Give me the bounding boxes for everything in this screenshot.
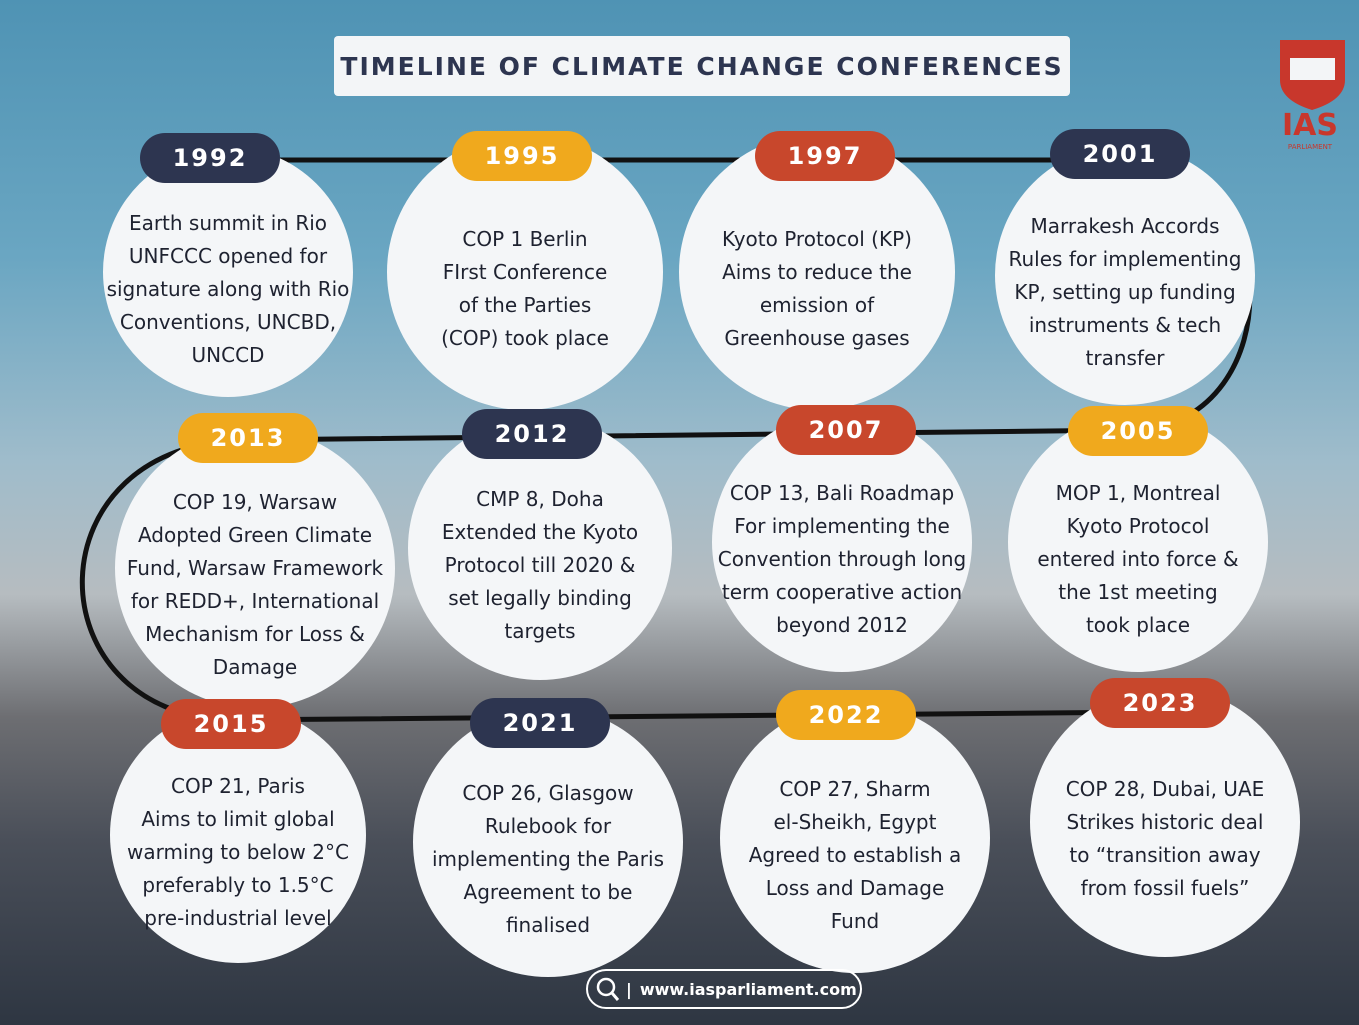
description-line: Loss and Damage bbox=[749, 872, 962, 905]
description-line: Extended the Kyoto bbox=[442, 516, 638, 549]
description-line: beyond 2012 bbox=[718, 609, 966, 642]
description-line: Protocol till 2020 & bbox=[442, 549, 638, 582]
description-line: (COP) took place bbox=[441, 322, 609, 355]
description-line: warming to below 2°C bbox=[127, 836, 349, 869]
separator: | bbox=[626, 980, 632, 999]
description-line: took place bbox=[1037, 609, 1238, 642]
footer-url: www.iasparliament.com bbox=[640, 980, 857, 999]
year-badge: 2021 bbox=[470, 698, 610, 748]
description-line: KP, setting up funding bbox=[1009, 276, 1242, 309]
year-badge: 2012 bbox=[462, 409, 602, 459]
description-line: Rules for implementing bbox=[1009, 243, 1242, 276]
description-line: COP 28, Dubai, UAE bbox=[1066, 773, 1265, 806]
year-badge: 2015 bbox=[161, 699, 301, 749]
description-line: Conventions, UNCBD, bbox=[107, 306, 350, 339]
description-line: COP 26, Glasgow bbox=[432, 777, 664, 810]
description-line: emission of bbox=[722, 289, 912, 322]
description-line: el-Sheikh, Egypt bbox=[749, 806, 962, 839]
year-badge: 2022 bbox=[776, 690, 916, 740]
description-line: Damage bbox=[127, 651, 383, 684]
description-line: MOP 1, Montreal bbox=[1037, 477, 1238, 510]
description-line: for REDD+, International bbox=[127, 585, 383, 618]
description-line: UNCCD bbox=[107, 339, 350, 372]
description-line: Convention through long bbox=[718, 543, 966, 576]
description-line: signature along with Rio bbox=[107, 273, 350, 306]
description-line: Fund bbox=[749, 905, 962, 938]
infographic: IAS PARLIAMENT TIMELINE OF CLIMATE CHANG… bbox=[0, 0, 1359, 1025]
logo-text: IAS bbox=[1274, 108, 1346, 143]
description-line: Kyoto Protocol bbox=[1037, 510, 1238, 543]
description-line: COP 19, Warsaw bbox=[127, 486, 383, 519]
description-line: Aims to reduce the bbox=[722, 256, 912, 289]
description-line: Strikes historic deal bbox=[1066, 806, 1265, 839]
search-icon bbox=[588, 974, 624, 1004]
description-line: the 1st meeting bbox=[1037, 576, 1238, 609]
logo-building bbox=[1290, 58, 1335, 80]
year-badge: 1992 bbox=[140, 133, 280, 183]
description-line: implementing the Paris bbox=[432, 843, 664, 876]
description-line: COP 13, Bali Roadmap bbox=[718, 477, 966, 510]
year-badge: 2023 bbox=[1090, 678, 1230, 728]
description-line: Agreement to be bbox=[432, 876, 664, 909]
description-line: Adopted Green Climate bbox=[127, 519, 383, 552]
description-line: UNFCCC opened for bbox=[107, 240, 350, 273]
description-line: Fund, Warsaw Framework bbox=[127, 552, 383, 585]
year-badge: 2013 bbox=[178, 413, 318, 463]
description-line: CMP 8, Doha bbox=[442, 483, 638, 516]
description-line: finalised bbox=[432, 909, 664, 942]
description-line: set legally binding bbox=[442, 582, 638, 615]
year-badge: 2005 bbox=[1068, 406, 1208, 456]
description-line: to “transition away bbox=[1066, 839, 1265, 872]
description-line: instruments & tech bbox=[1009, 309, 1242, 342]
description-line: FIrst Conference bbox=[441, 256, 609, 289]
footer: | www.iasparliament.com bbox=[586, 969, 862, 1009]
description-line: Earth summit in Rio bbox=[107, 207, 350, 240]
description-line: Aims to limit global bbox=[127, 803, 349, 836]
description-line: transfer bbox=[1009, 342, 1242, 375]
description-line: targets bbox=[442, 615, 638, 648]
description-line: COP 1 Berlin bbox=[441, 223, 609, 256]
description-line: pre-industrial level bbox=[127, 902, 349, 935]
description-line: Marrakesh Accords bbox=[1009, 210, 1242, 243]
description-line: COP 21, Paris bbox=[127, 770, 349, 803]
description-line: of the Parties bbox=[441, 289, 609, 322]
description-line: COP 27, Sharm bbox=[749, 773, 962, 806]
title: TIMELINE OF CLIMATE CHANGE CONFERENCES bbox=[334, 36, 1070, 96]
description-line: preferably to 1.5°C bbox=[127, 869, 349, 902]
description-line: from fossil fuels” bbox=[1066, 872, 1265, 905]
description-line: Greenhouse gases bbox=[722, 322, 912, 355]
description-line: entered into force & bbox=[1037, 543, 1238, 576]
year-badge: 1995 bbox=[452, 131, 592, 181]
description-line: Agreed to establish a bbox=[749, 839, 962, 872]
description-line: Mechanism for Loss & bbox=[127, 618, 383, 651]
year-badge: 2001 bbox=[1050, 129, 1190, 179]
logo-subtitle: PARLIAMENT bbox=[1274, 143, 1346, 151]
year-badge: 2007 bbox=[776, 405, 916, 455]
description-line: term cooperative action bbox=[718, 576, 966, 609]
description-line: Kyoto Protocol (KP) bbox=[722, 223, 912, 256]
description-line: Rulebook for bbox=[432, 810, 664, 843]
description-line: For implementing the bbox=[718, 510, 966, 543]
year-badge: 1997 bbox=[755, 131, 895, 181]
